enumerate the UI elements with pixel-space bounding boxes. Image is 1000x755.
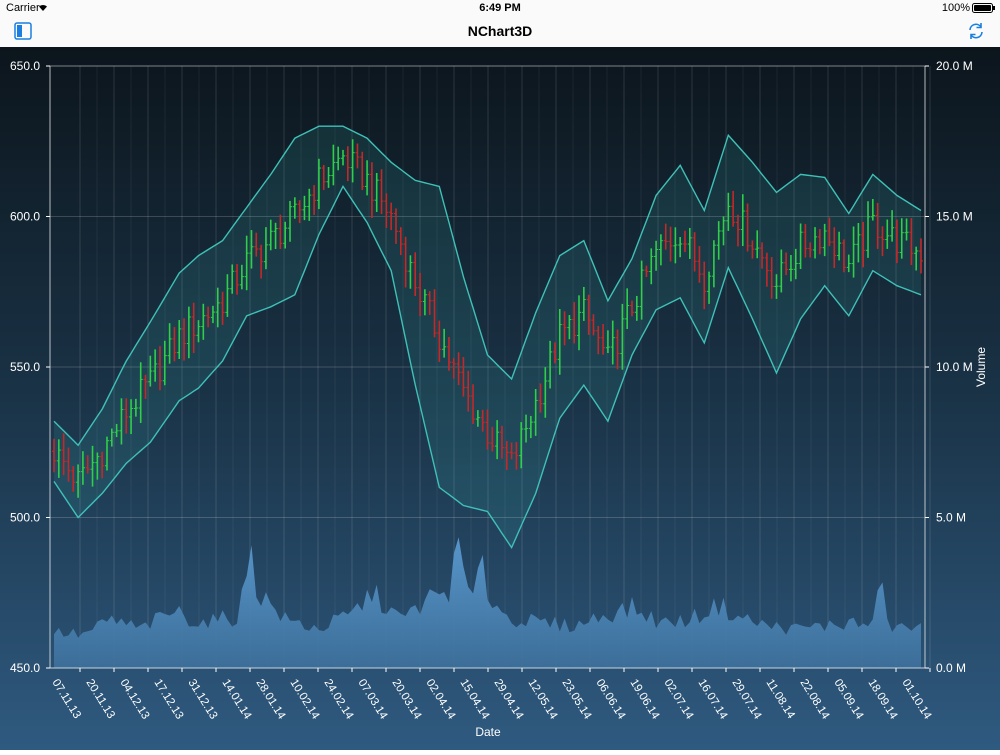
y2-tick-label: 5.0 M [936, 511, 966, 525]
y-tick-label: 450.0 [10, 661, 40, 675]
stock-chart[interactable]: 450.0 500.0 550.0 600.0 650.0 0.0 M 5.0 M 10.0 … [0, 47, 1000, 750]
status-bar: Carrier 6:49 PM 100% [0, 0, 1000, 16]
y2-tick-label: 20.0 M [936, 59, 973, 73]
battery-icon [972, 3, 995, 13]
navigation-bar: NChart3D [0, 16, 1000, 48]
y-tick-label: 500.0 [10, 511, 40, 525]
refresh-icon [969, 23, 983, 39]
band-upper-line [53, 125, 922, 447]
y2-axis-title: Volume [974, 347, 988, 387]
sidebar-toggle-icon [14, 22, 32, 40]
refresh-button[interactable] [966, 21, 986, 41]
carrier-label: Carrier [6, 2, 40, 14]
y-tick-label: 650.0 [10, 59, 40, 73]
price-series [52, 139, 923, 498]
x-axis-title: Date [475, 725, 501, 739]
y2-tick-label: 10.0 M [936, 360, 973, 374]
battery-percent: 100% [941, 2, 970, 14]
sidebar-toggle-button[interactable] [14, 22, 32, 40]
volume-area [54, 537, 921, 668]
y2-tick-label: 15.0 M [936, 210, 973, 224]
page-title: NChart3D [467, 23, 533, 39]
y-tick-label: 600.0 [10, 210, 40, 224]
y2-tick-label: 0.0 M [936, 661, 966, 675]
wifi-icon [39, 4, 47, 11]
clock-label: 6:49 PM [479, 2, 521, 14]
chart-svg: 450.0 500.0 550.0 600.0 650.0 0.0 M 5.0 M 10.0 … [0, 47, 1000, 750]
y-tick-label: 550.0 [10, 360, 40, 374]
band-lower-line [53, 185, 922, 550]
volume-series [54, 537, 921, 668]
